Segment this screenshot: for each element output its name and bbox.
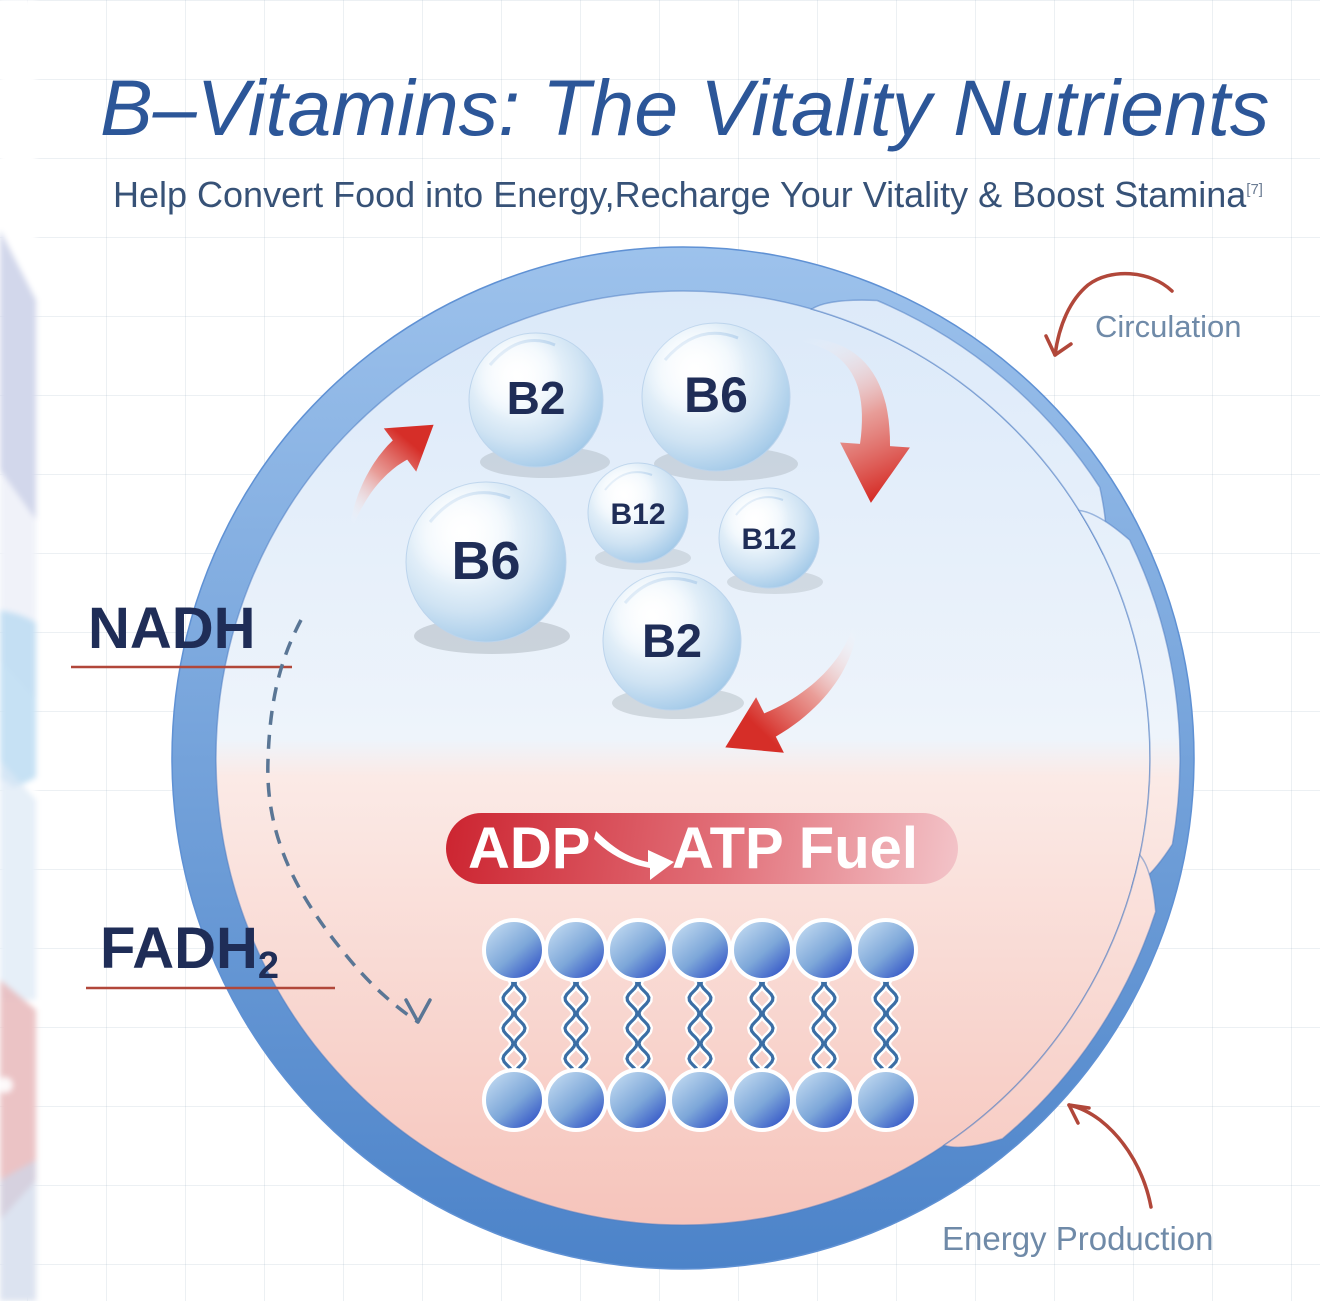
svg-text:B6: B6 — [451, 531, 520, 591]
svg-text:ATP Fuel: ATP Fuel — [672, 816, 918, 881]
svg-text:Circulation: Circulation — [1095, 309, 1241, 344]
svg-text:FADH2: FADH2 — [100, 916, 279, 987]
svg-text:B12: B12 — [741, 523, 796, 556]
svg-text:B12: B12 — [610, 498, 665, 531]
svg-text:B6: B6 — [684, 367, 748, 423]
svg-text:NADH: NADH — [88, 596, 256, 661]
svg-text:B2: B2 — [507, 372, 566, 424]
svg-text:ADP: ADP — [468, 816, 590, 881]
svg-text:B2: B2 — [642, 614, 702, 667]
svg-text:Energy Production: Energy Production — [942, 1220, 1214, 1257]
